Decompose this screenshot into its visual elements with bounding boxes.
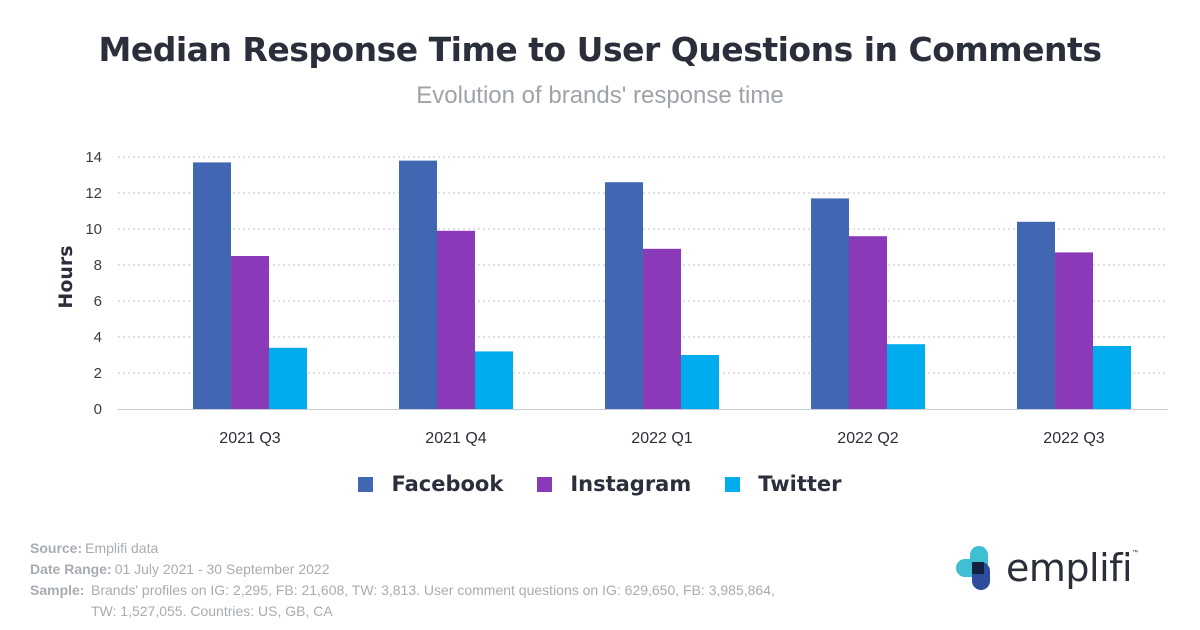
bar-instagram-2022-q2: [849, 236, 887, 409]
footer-sample: Sample: Brands' profiles on IG: 2,295, F…: [30, 580, 790, 622]
bar-facebook-2022-q3: [1017, 221, 1055, 409]
logo-wordmark: emplifi: [1006, 546, 1133, 590]
x-category-label: 2022 Q1: [631, 430, 692, 447]
sample-label: Sample:: [30, 582, 85, 598]
bar-twitter-2021-q4: [475, 351, 513, 409]
legend-swatch: [358, 476, 374, 492]
bar-twitter-2022-q2: [887, 344, 925, 409]
emplifi-logo: emplifi ™: [956, 546, 1138, 590]
bar-twitter-2022-q3: [1093, 346, 1131, 409]
x-category-label: 2021 Q4: [425, 430, 486, 447]
footer-notes: Source: Emplifi data Date Range: 01 July…: [30, 538, 790, 622]
x-axis-categories: 2021 Q3 2021 Q4 2022 Q1 2022 Q2 2022 Q3: [219, 430, 1104, 447]
emplifi-logo-icon: [956, 546, 990, 590]
source-value: Emplifi data: [85, 540, 159, 556]
sample-value: Brands' profiles on IG: 2,295, FB: 21,60…: [91, 582, 775, 619]
legend-label: Twitter: [758, 472, 842, 496]
logo-trademark: ™: [1132, 550, 1139, 556]
legend: Facebook Instagram Twitter: [0, 472, 1200, 496]
y-tick-label: 12: [85, 185, 102, 202]
chart-title: Median Response Time to User Questions i…: [98, 30, 1102, 69]
chart-subtitle: Evolution of brands' response time: [416, 82, 784, 109]
legend-swatch: [725, 476, 741, 492]
x-category-label: 2022 Q3: [1043, 430, 1104, 447]
bar-facebook-2022-q1: [605, 182, 643, 409]
source-label: Source:: [30, 540, 83, 556]
legend-item-twitter: Twitter: [725, 472, 842, 496]
legend-label: Facebook: [391, 472, 504, 496]
y-tick-label: 10: [85, 221, 102, 238]
footer-source: Source: Emplifi data: [30, 538, 790, 559]
bar-instagram-2021-q3: [231, 256, 269, 409]
bars: [193, 160, 1131, 409]
legend-label: Instagram: [570, 472, 692, 496]
x-category-label: 2022 Q2: [837, 430, 898, 447]
y-tick-label: 14: [85, 149, 102, 166]
bar-facebook-2021-q3: [193, 162, 231, 409]
bar-instagram-2022-q1: [643, 248, 681, 409]
legend-swatch: [537, 476, 553, 492]
y-tick-label: 6: [94, 293, 102, 310]
date-range-value: 01 July 2021 - 30 September 2022: [114, 561, 330, 577]
legend-item-facebook: Facebook: [358, 472, 503, 496]
y-tick-label: 0: [94, 401, 102, 418]
bar-instagram-2021-q4: [437, 230, 475, 409]
y-tick-label: 8: [94, 257, 102, 274]
y-tick-label: 2: [94, 365, 102, 382]
bar-facebook-2021-q4: [399, 160, 437, 409]
bar-facebook-2022-q2: [811, 198, 849, 409]
bar-twitter-2021-q3: [269, 347, 307, 409]
footer-date-range: Date Range: 01 July 2021 - 30 September …: [30, 559, 790, 580]
y-axis-title: Hours: [55, 245, 77, 308]
date-range-label: Date Range:: [30, 561, 112, 577]
x-category-label: 2021 Q3: [219, 430, 280, 447]
legend-item-instagram: Instagram: [537, 472, 691, 496]
y-tick-label: 4: [94, 329, 102, 346]
bar-instagram-2022-q3: [1055, 252, 1093, 409]
bar-twitter-2022-q1: [681, 355, 719, 409]
y-axis-ticks: 0 2 4 6 8 10 12 14: [85, 149, 102, 418]
